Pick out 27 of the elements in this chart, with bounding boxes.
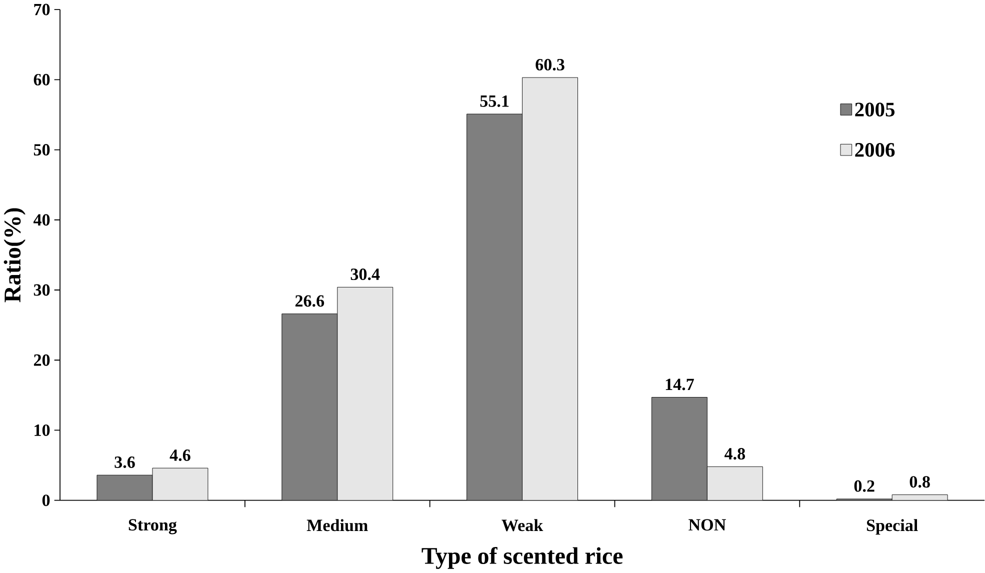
- data-label: 4.6: [170, 450, 190, 462]
- x-axis-title: Type of scented rice: [422, 547, 623, 570]
- x-tick-label: Weak: [502, 519, 544, 532]
- y-tick-label: 40: [33, 214, 50, 226]
- y-tick-label: 50: [34, 144, 50, 156]
- y-tick-label: 70: [34, 4, 50, 16]
- data-label: 0.8: [910, 476, 930, 488]
- y-axis-title: Ratio(%): [4, 208, 26, 302]
- data-label: 3.6: [114, 456, 135, 468]
- x-tick-label: NON: [688, 519, 726, 531]
- data-label: 0.2: [854, 480, 874, 492]
- data-label: 30.4: [350, 268, 380, 280]
- y-tick-label: 60: [34, 74, 50, 86]
- data-label: 14.7: [666, 378, 694, 390]
- legend-label: 2005: [855, 102, 895, 117]
- data-label: 60.3: [536, 59, 564, 71]
- legend-label: 2006: [855, 143, 895, 157]
- data-label: 55.1: [480, 96, 509, 108]
- data-label: 4.8: [724, 448, 746, 460]
- x-tick-label: Medium: [306, 519, 368, 532]
- x-tick-label: Special: [866, 519, 918, 535]
- data-label: 26.6: [295, 295, 324, 307]
- y-tick-label: 10: [34, 424, 50, 436]
- y-tick-label: 0: [42, 494, 50, 506]
- y-tick-label: 30: [34, 284, 50, 296]
- x-tick-label: Strong: [128, 519, 177, 534]
- y-tick-label: 20: [34, 354, 50, 366]
